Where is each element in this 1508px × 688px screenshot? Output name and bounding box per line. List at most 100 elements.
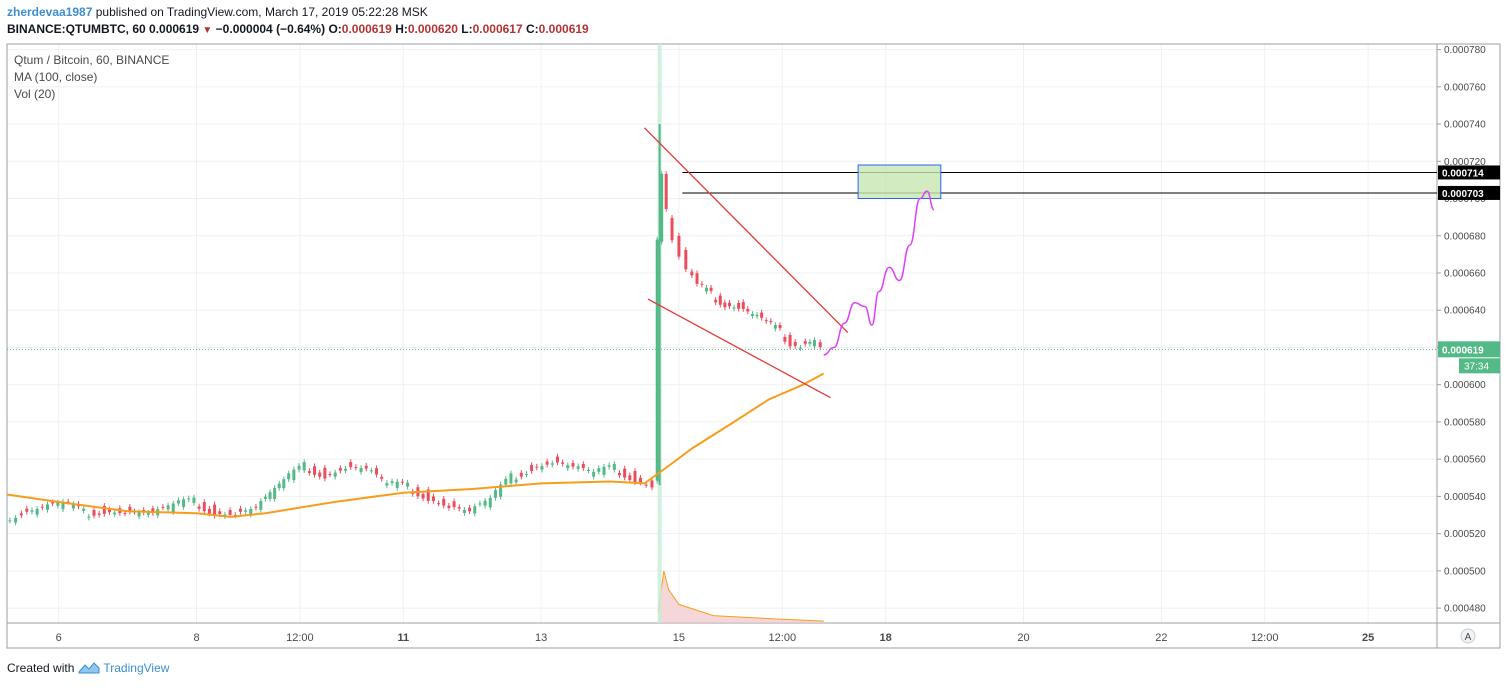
candle-body [576,466,580,469]
candle-body [462,509,466,513]
candle-body [218,511,222,514]
candle-body [207,508,211,514]
x-tick-label: 13 [535,632,547,644]
legend-series[interactable]: Qtum / Bitcoin, 60, BINANCE [14,53,170,67]
candle-body [171,503,175,513]
candle-body [40,506,44,508]
candle-body [369,470,373,472]
candle-body [812,340,816,347]
candle-body [760,312,764,318]
candle-body [82,508,86,511]
candle-body [302,462,306,471]
candle-body [607,465,611,467]
last-price-badge [1438,341,1500,358]
candle-body [524,473,528,475]
candle-body [677,235,681,257]
candle-body [633,470,637,483]
candle-body [137,512,141,517]
y-tick-label: 0.000660 [1444,268,1486,279]
x-tick-label: 25 [1362,632,1374,644]
candle-body [375,468,379,475]
candle-body [263,496,267,499]
level-badge [1438,185,1500,200]
candle-body [793,341,797,346]
candle-body [778,324,782,329]
ohlc-bar: BINANCE:QTUMBTC, 60 0.000619 ▼ −0.000004… [7,21,589,39]
candle-body [561,462,565,464]
candle-body [504,478,508,485]
candle-body [102,505,106,514]
candle-body [519,472,523,477]
candle-body [249,508,253,515]
candle-body [268,492,272,499]
footer: Created with TradingView [7,661,169,675]
candle-body [670,217,674,241]
target-zone [857,164,942,200]
y-tick-label: 0.000720 [1444,157,1486,168]
tradingview-logo-icon [78,662,100,674]
candle-body [108,509,112,513]
candle-body [571,462,575,467]
x-tick-label: 12:00 [286,632,314,644]
candle-body [213,504,217,516]
volume-area [658,570,824,623]
candle-body [488,497,492,508]
candle-body [30,510,34,512]
candle-body [769,321,773,323]
candle-body [313,466,317,475]
candle-body [660,173,664,242]
candle-body [166,505,170,510]
candle-body [478,503,482,505]
trend-line [647,298,831,399]
candle-body [664,173,668,209]
candle-body [566,465,570,469]
candle-body [61,501,65,510]
candle-body [359,468,363,473]
candle-body [25,508,29,512]
candle-body [755,314,759,317]
created-with-text: Created with [7,661,75,675]
x-tick-label: 20 [1017,632,1029,644]
candle-body [66,501,70,503]
candle-body [628,475,632,480]
legend-ma[interactable]: MA (100, close) [14,70,98,84]
candle-body [602,466,606,475]
candle-body [746,308,750,312]
legend-volume[interactable]: Vol (20) [14,87,56,101]
candle-body [228,509,232,515]
candle-body [514,479,518,483]
candle-body [395,481,399,488]
candle-body [344,468,348,471]
candle-body [617,472,621,476]
y-tick-label: 0.000480 [1444,604,1486,615]
candle-body [426,489,430,501]
candle-body [555,456,559,463]
candle-body [473,506,477,514]
y-tick-label: 0.000580 [1444,417,1486,428]
author-link[interactable]: zherdevaa1987 [7,5,93,19]
candle-body [750,313,754,316]
auto-scale-button[interactable]: A [1460,628,1476,644]
candle-body [764,320,768,322]
last-value: 0.000619 [149,22,200,36]
candle-body [349,462,353,468]
tradingview-brand: TradingView [103,661,170,675]
close-value: 0.000619 [538,22,589,36]
candle-body [704,287,708,292]
open-value: 0.000619 [341,22,392,36]
tradingview-link[interactable]: TradingView [78,661,169,675]
candle-body [354,467,358,469]
countdown-badge [1459,358,1500,374]
x-tick-label: 6 [56,632,62,644]
candle-body [581,464,585,469]
y-tick-label: 0.000520 [1444,529,1486,540]
candle-body [550,463,554,465]
candle-body [597,468,601,472]
candle-body [385,482,389,486]
candle-body [509,473,513,484]
candle-body [113,512,117,515]
candle-body [307,471,311,473]
y-tick-label: 0.000740 [1444,120,1486,131]
candle-body [530,464,534,472]
